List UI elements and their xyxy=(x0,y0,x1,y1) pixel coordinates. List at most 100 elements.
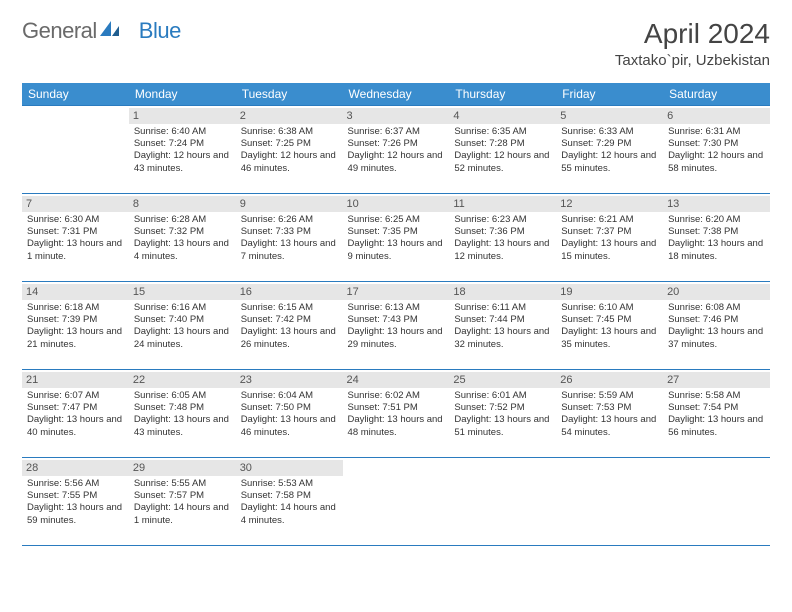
day-number: 9 xyxy=(236,196,343,212)
weekday-saturday: Saturday xyxy=(663,83,770,106)
calendar-day-cell: 1 Sunrise: 6:40 AMSunset: 7:24 PMDaylight… xyxy=(129,106,236,194)
day-details: Sunrise: 5:59 AMSunset: 7:53 PMDaylight:… xyxy=(560,390,659,439)
day-details: Sunrise: 6:04 AMSunset: 7:50 PMDaylight:… xyxy=(240,390,339,439)
calendar-day-cell: 24 Sunrise: 6:02 AMSunset: 7:51 PMDayligh… xyxy=(343,370,450,458)
day-number: 19 xyxy=(556,284,663,300)
day-details: Sunrise: 6:23 AMSunset: 7:36 PMDaylight:… xyxy=(453,214,552,263)
month-title: April 2024 xyxy=(615,18,770,50)
weekday-friday: Friday xyxy=(556,83,663,106)
calendar-table: Sunday Monday Tuesday Wednesday Thursday… xyxy=(22,83,770,546)
calendar-day-cell: 6 Sunrise: 6:31 AMSunset: 7:30 PMDaylight… xyxy=(663,106,770,194)
day-number: 16 xyxy=(236,284,343,300)
calendar-day-cell: 16Sunrise: 6:15 AMSunset: 7:42 PMDayligh… xyxy=(236,282,343,370)
day-number: 26 xyxy=(556,372,663,388)
calendar-day-cell: 17 Sunrise: 6:13 AMSunset: 7:43 PMDayligh… xyxy=(343,282,450,370)
calendar-week-row: 7 Sunrise: 6:30 AMSunset: 7:31 PMDaylight… xyxy=(22,194,770,282)
location: Taxtako`pir, Uzbekistan xyxy=(615,52,770,69)
day-details: Sunrise: 6:30 AMSunset: 7:31 PMDaylight:… xyxy=(26,214,125,263)
calendar-day-cell: 28 Sunrise: 5:56 AMSunset: 7:55 PMDayligh… xyxy=(22,458,129,546)
calendar-day-cell: 19 Sunrise: 6:10 AMSunset: 7:45 PMDayligh… xyxy=(556,282,663,370)
calendar-body: 1 Sunrise: 6:40 AMSunset: 7:24 PMDaylight… xyxy=(22,106,770,546)
day-details: Sunrise: 6:26 AMSunset: 7:33 PMDaylight:… xyxy=(240,214,339,263)
day-details: Sunrise: 5:58 AMSunset: 7:54 PMDaylight:… xyxy=(667,390,766,439)
day-details: Sunrise: 6:02 AMSunset: 7:51 PMDaylight:… xyxy=(347,390,446,439)
day-number: 29 xyxy=(129,460,236,476)
day-details: Sunrise: 6:10 AMSunset: 7:45 PMDaylight:… xyxy=(560,302,659,351)
day-number: 7 xyxy=(22,196,129,212)
day-details: Sunrise: 6:40 AMSunset: 7:24 PMDaylight:… xyxy=(133,126,232,175)
day-number: 24 xyxy=(343,372,450,388)
calendar-day-cell: 22Sunrise: 6:05 AMSunset: 7:48 PMDayligh… xyxy=(129,370,236,458)
day-number: 6 xyxy=(663,108,770,124)
calendar-day-cell xyxy=(449,458,556,546)
calendar-day-cell: 29Sunrise: 5:55 AMSunset: 7:57 PMDayligh… xyxy=(129,458,236,546)
calendar-day-cell xyxy=(556,458,663,546)
calendar-day-cell: 2 Sunrise: 6:38 AMSunset: 7:25 PMDaylight… xyxy=(236,106,343,194)
day-details: Sunrise: 6:01 AMSunset: 7:52 PMDaylight:… xyxy=(453,390,552,439)
day-details: Sunrise: 6:25 AMSunset: 7:35 PMDaylight:… xyxy=(347,214,446,263)
calendar-week-row: 21 Sunrise: 6:07 AMSunset: 7:47 PMDayligh… xyxy=(22,370,770,458)
day-number: 10 xyxy=(343,196,450,212)
calendar-day-cell: 4 Sunrise: 6:35 AMSunset: 7:28 PMDaylight… xyxy=(449,106,556,194)
logo-sail-icon xyxy=(99,18,121,44)
calendar-day-cell: 7 Sunrise: 6:30 AMSunset: 7:31 PMDaylight… xyxy=(22,194,129,282)
weekday-tuesday: Tuesday xyxy=(236,83,343,106)
day-details: Sunrise: 6:28 AMSunset: 7:32 PMDaylight:… xyxy=(133,214,232,263)
day-number: 2 xyxy=(236,108,343,124)
calendar-week-row: 14 Sunrise: 6:18 AMSunset: 7:39 PMDayligh… xyxy=(22,282,770,370)
day-number: 18 xyxy=(449,284,556,300)
day-details: Sunrise: 6:07 AMSunset: 7:47 PMDaylight:… xyxy=(26,390,125,439)
calendar-day-cell: 30 Sunrise: 5:53 AMSunset: 7:58 PMDayligh… xyxy=(236,458,343,546)
weekday-thursday: Thursday xyxy=(449,83,556,106)
day-details: Sunrise: 6:33 AMSunset: 7:29 PMDaylight:… xyxy=(560,126,659,175)
day-number: 20 xyxy=(663,284,770,300)
day-number: 22 xyxy=(129,372,236,388)
weekday-wednesday: Wednesday xyxy=(343,83,450,106)
logo-text-blue: Blue xyxy=(139,18,181,44)
calendar-day-cell xyxy=(343,458,450,546)
calendar-day-cell: 9 Sunrise: 6:26 AMSunset: 7:33 PMDaylight… xyxy=(236,194,343,282)
header: General Blue April 2024 Taxtako`pir, Uzb… xyxy=(22,18,770,69)
day-number: 4 xyxy=(449,108,556,124)
day-details: Sunrise: 6:11 AMSunset: 7:44 PMDaylight:… xyxy=(453,302,552,351)
calendar-week-row: 28 Sunrise: 5:56 AMSunset: 7:55 PMDayligh… xyxy=(22,458,770,546)
calendar-day-cell xyxy=(22,106,129,194)
day-details: Sunrise: 6:18 AMSunset: 7:39 PMDaylight:… xyxy=(26,302,125,351)
calendar-day-cell: 10 Sunrise: 6:25 AMSunset: 7:35 PMDayligh… xyxy=(343,194,450,282)
calendar-day-cell xyxy=(663,458,770,546)
calendar-day-cell: 12Sunrise: 6:21 AMSunset: 7:37 PMDayligh… xyxy=(556,194,663,282)
day-details: Sunrise: 6:31 AMSunset: 7:30 PMDaylight:… xyxy=(667,126,766,175)
day-details: Sunrise: 5:53 AMSunset: 7:58 PMDaylight:… xyxy=(240,478,339,527)
day-details: Sunrise: 5:56 AMSunset: 7:55 PMDaylight:… xyxy=(26,478,125,527)
day-number: 25 xyxy=(449,372,556,388)
day-details: Sunrise: 6:37 AMSunset: 7:26 PMDaylight:… xyxy=(347,126,446,175)
day-details: Sunrise: 6:16 AMSunset: 7:40 PMDaylight:… xyxy=(133,302,232,351)
calendar-day-cell: 5 Sunrise: 6:33 AMSunset: 7:29 PMDaylight… xyxy=(556,106,663,194)
day-number: 12 xyxy=(556,196,663,212)
day-details: Sunrise: 6:38 AMSunset: 7:25 PMDaylight:… xyxy=(240,126,339,175)
day-number: 17 xyxy=(343,284,450,300)
day-number: 23 xyxy=(236,372,343,388)
weekday-header-row: Sunday Monday Tuesday Wednesday Thursday… xyxy=(22,83,770,106)
calendar-day-cell: 14 Sunrise: 6:18 AMSunset: 7:39 PMDayligh… xyxy=(22,282,129,370)
calendar-day-cell: 26 Sunrise: 5:59 AMSunset: 7:53 PMDayligh… xyxy=(556,370,663,458)
day-details: Sunrise: 6:35 AMSunset: 7:28 PMDaylight:… xyxy=(453,126,552,175)
day-number: 14 xyxy=(22,284,129,300)
day-number: 13 xyxy=(663,196,770,212)
calendar-day-cell: 8 Sunrise: 6:28 AMSunset: 7:32 PMDaylight… xyxy=(129,194,236,282)
day-number: 5 xyxy=(556,108,663,124)
day-number: 21 xyxy=(22,372,129,388)
day-number: 28 xyxy=(22,460,129,476)
day-number: 8 xyxy=(129,196,236,212)
day-number: 1 xyxy=(129,108,236,124)
weekday-sunday: Sunday xyxy=(22,83,129,106)
calendar-day-cell: 15Sunrise: 6:16 AMSunset: 7:40 PMDayligh… xyxy=(129,282,236,370)
logo-text-general: General xyxy=(22,18,97,44)
calendar-day-cell: 11Sunrise: 6:23 AMSunset: 7:36 PMDayligh… xyxy=(449,194,556,282)
day-number: 30 xyxy=(236,460,343,476)
day-details: Sunrise: 6:13 AMSunset: 7:43 PMDaylight:… xyxy=(347,302,446,351)
day-details: Sunrise: 6:08 AMSunset: 7:46 PMDaylight:… xyxy=(667,302,766,351)
calendar-week-row: 1 Sunrise: 6:40 AMSunset: 7:24 PMDaylight… xyxy=(22,106,770,194)
calendar-day-cell: 20 Sunrise: 6:08 AMSunset: 7:46 PMDayligh… xyxy=(663,282,770,370)
calendar-day-cell: 3Sunrise: 6:37 AMSunset: 7:26 PMDaylight… xyxy=(343,106,450,194)
